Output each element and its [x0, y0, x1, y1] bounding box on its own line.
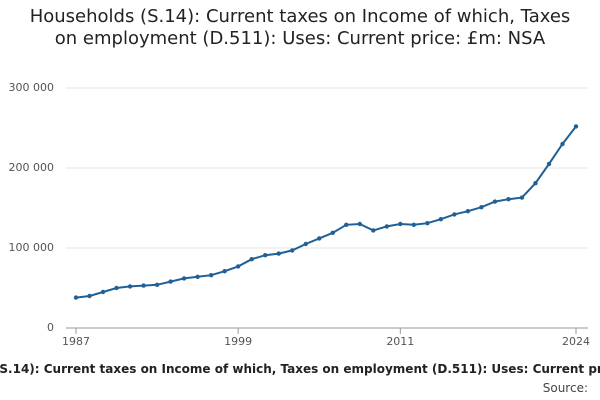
- point: [330, 230, 335, 235]
- point: [208, 273, 214, 278]
- point: [100, 289, 106, 295]
- point: [168, 279, 173, 284]
- point: [73, 295, 79, 300]
- point: [452, 212, 457, 217]
- point: [506, 197, 511, 202]
- point: [411, 222, 417, 227]
- point: [479, 205, 484, 210]
- y-tick-label: 300 000: [9, 81, 55, 94]
- point: [235, 264, 241, 269]
- point: [262, 253, 268, 258]
- x-tick-label: 2011: [386, 335, 414, 348]
- point: [371, 228, 376, 233]
- y-tick-label: 200 000: [9, 161, 55, 174]
- point: [290, 248, 295, 253]
- source: Source:: [542, 381, 588, 395]
- x-tick-label: 1987: [62, 335, 90, 348]
- point: [114, 285, 119, 291]
- point: [425, 221, 430, 226]
- point: [222, 269, 227, 274]
- point: [303, 241, 308, 247]
- point: [154, 282, 160, 287]
- y-tick-label: 0: [47, 321, 54, 334]
- x-tick-label: 2024: [562, 335, 590, 348]
- point: [492, 199, 498, 204]
- point: [398, 221, 403, 227]
- point: [384, 224, 390, 229]
- point: [181, 276, 187, 281]
- point: [573, 124, 579, 129]
- point: [533, 181, 538, 186]
- footer: Households (S.14): Current taxes on Inco…: [0, 362, 600, 376]
- point: [465, 209, 471, 214]
- point: [357, 221, 362, 227]
- point: [141, 283, 146, 288]
- point: [438, 217, 444, 222]
- point: [249, 257, 254, 262]
- point: [195, 274, 200, 279]
- x-tick-label: 1999: [224, 335, 252, 348]
- line: [75, 125, 577, 299]
- point: [317, 236, 322, 241]
- point: [560, 141, 565, 147]
- point: [87, 293, 92, 299]
- point: [276, 251, 281, 256]
- chart-title: Households (S.14): Current taxes on Inco…: [29, 6, 571, 49]
- y-tick-label: 100 000: [9, 241, 55, 254]
- point: [344, 222, 349, 227]
- point: [546, 161, 552, 167]
- point: [127, 284, 133, 289]
- point: [519, 195, 525, 200]
